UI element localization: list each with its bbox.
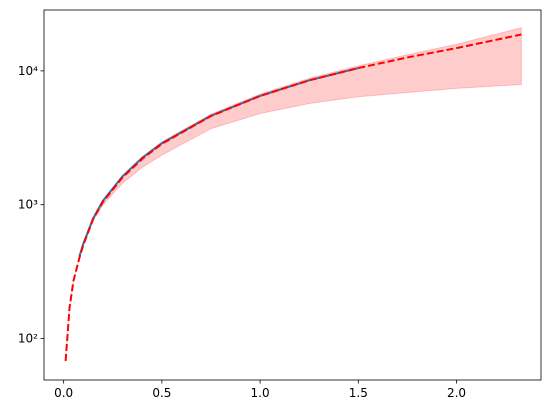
- y-tick-label: 10³: [18, 198, 38, 212]
- x-tick-label: 1.0: [251, 386, 270, 400]
- y-tick-label: 10²: [18, 332, 38, 346]
- x-tick-label: 1.5: [349, 386, 368, 400]
- confidence-band: [65, 27, 522, 361]
- axes-frame: [43, 9, 542, 381]
- y-tick-label: 10⁴: [18, 64, 38, 78]
- series-line: [64, 33, 522, 362]
- x-tick-label: 0.0: [54, 386, 73, 400]
- x-tick-label: 2.0: [447, 386, 466, 400]
- x-tick-label: 0.5: [152, 386, 171, 400]
